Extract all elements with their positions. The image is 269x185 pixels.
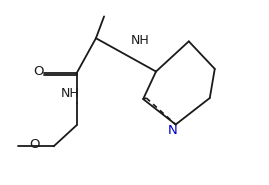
Text: NH: NH [130,33,149,47]
Text: N: N [168,124,178,137]
Text: NH: NH [61,87,80,100]
Text: O: O [30,138,40,152]
Text: O: O [33,65,44,78]
